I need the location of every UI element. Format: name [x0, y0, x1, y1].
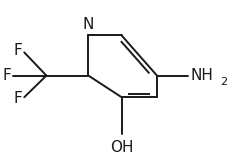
Text: F: F	[13, 43, 22, 58]
Text: N: N	[82, 17, 94, 32]
Text: F: F	[2, 68, 11, 83]
Text: NH: NH	[189, 68, 212, 83]
Text: F: F	[13, 91, 22, 106]
Text: 2: 2	[219, 77, 226, 87]
Text: OH: OH	[109, 140, 133, 156]
